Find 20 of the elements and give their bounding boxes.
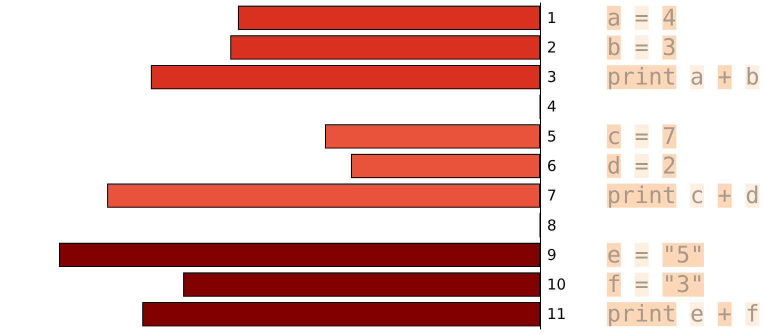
text: b = 3	[607, 34, 676, 61]
y-tick-label: 9	[547, 246, 557, 264]
y-tick-label: 1	[547, 8, 557, 27]
y-tick-label: 5	[547, 127, 557, 146]
y-tick-label: 3	[547, 68, 557, 86]
y-tick-label: 10	[547, 276, 566, 294]
text: print e + f	[607, 302, 760, 328]
y-tick-label: 11	[547, 305, 566, 324]
text: print a + b	[607, 64, 760, 91]
y-tick-label: 4	[547, 98, 557, 116]
text: print c + d	[607, 183, 760, 210]
text: c = 7	[607, 124, 676, 150]
text: a = 4	[607, 5, 676, 32]
y-tick-label: 7	[547, 186, 557, 205]
y-tick-label: 2	[547, 38, 557, 56]
y-tick-label: 6	[547, 157, 557, 175]
text: d = 2	[607, 154, 676, 180]
text: e = "5"	[607, 242, 704, 268]
text: f = "3"	[607, 272, 704, 298]
y-tick-label: 8	[547, 216, 557, 234]
